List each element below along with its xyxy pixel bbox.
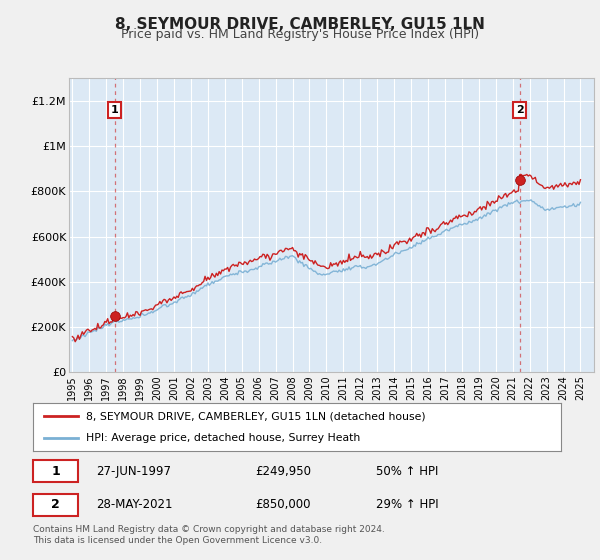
Text: £249,950: £249,950 — [255, 465, 311, 478]
Text: 1: 1 — [52, 465, 60, 478]
Text: Contains HM Land Registry data © Crown copyright and database right 2024.
This d: Contains HM Land Registry data © Crown c… — [33, 525, 385, 545]
Text: 8, SEYMOUR DRIVE, CAMBERLEY, GU15 1LN: 8, SEYMOUR DRIVE, CAMBERLEY, GU15 1LN — [115, 17, 485, 32]
Text: 2: 2 — [52, 498, 60, 511]
FancyBboxPatch shape — [33, 493, 78, 516]
FancyBboxPatch shape — [33, 460, 78, 482]
Text: 8, SEYMOUR DRIVE, CAMBERLEY, GU15 1LN (detached house): 8, SEYMOUR DRIVE, CAMBERLEY, GU15 1LN (d… — [86, 411, 425, 421]
Text: 50% ↑ HPI: 50% ↑ HPI — [376, 465, 439, 478]
Text: HPI: Average price, detached house, Surrey Heath: HPI: Average price, detached house, Surr… — [86, 433, 360, 443]
Text: 29% ↑ HPI: 29% ↑ HPI — [376, 498, 439, 511]
Text: 1: 1 — [110, 105, 118, 115]
Text: Price paid vs. HM Land Registry's House Price Index (HPI): Price paid vs. HM Land Registry's House … — [121, 28, 479, 41]
Text: £850,000: £850,000 — [255, 498, 310, 511]
Text: 27-JUN-1997: 27-JUN-1997 — [97, 465, 172, 478]
Text: 2: 2 — [516, 105, 524, 115]
Text: 28-MAY-2021: 28-MAY-2021 — [97, 498, 173, 511]
